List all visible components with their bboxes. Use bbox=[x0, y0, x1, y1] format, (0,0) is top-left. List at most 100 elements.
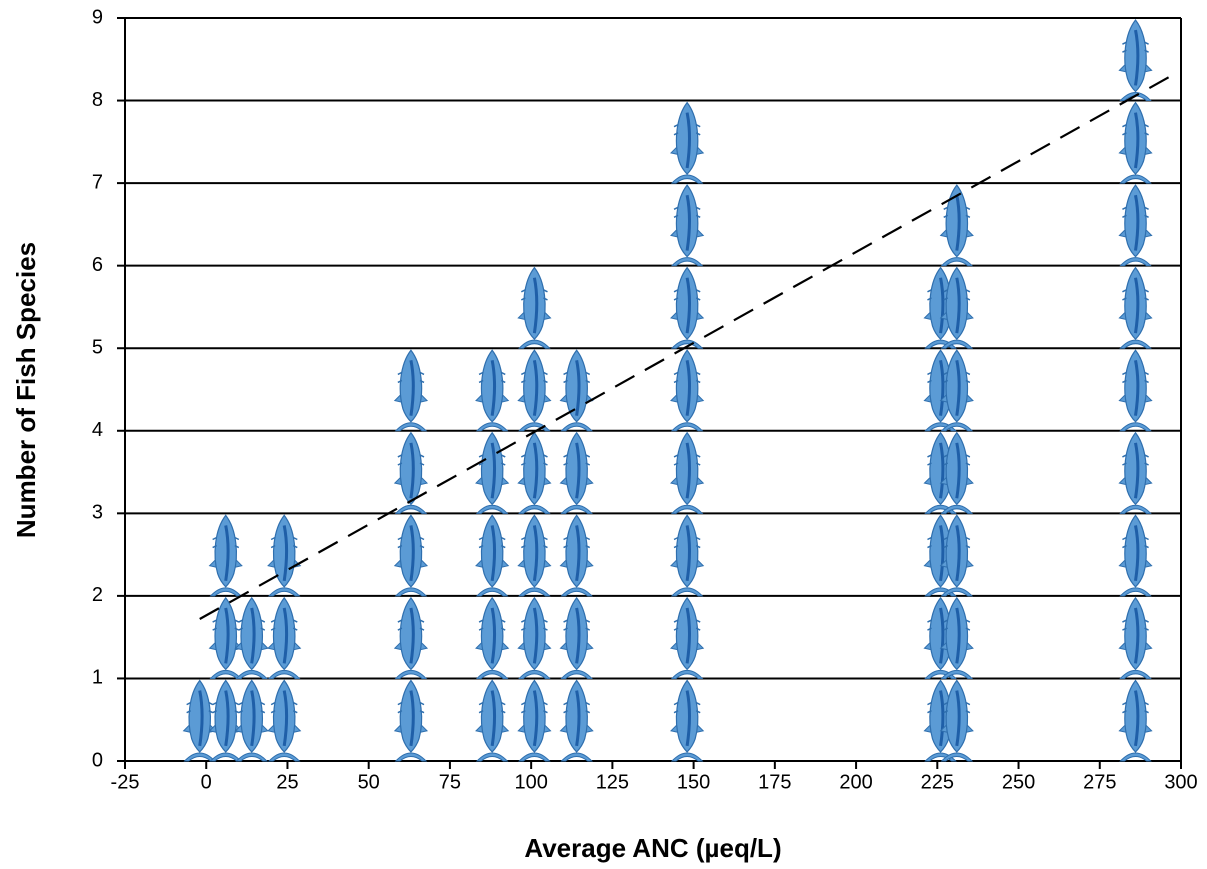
fish-tail bbox=[940, 752, 974, 762]
fish-finlets bbox=[478, 371, 506, 384]
fish bbox=[517, 349, 552, 432]
x-tick-label: 275 bbox=[1083, 771, 1116, 793]
fish-body bbox=[480, 679, 504, 753]
fish-body bbox=[523, 514, 546, 588]
fish bbox=[517, 679, 552, 762]
fish-tail bbox=[940, 669, 974, 679]
fish-finlets bbox=[1122, 701, 1149, 714]
fish-finlets bbox=[520, 371, 548, 384]
fish-tail bbox=[670, 669, 704, 679]
fish-stripe bbox=[224, 690, 230, 747]
fish-stripe bbox=[1134, 690, 1140, 747]
fish-stripe bbox=[955, 442, 961, 499]
fish-tail bbox=[518, 422, 551, 432]
fish-body bbox=[675, 514, 699, 588]
fish-finlets bbox=[397, 454, 425, 466]
fish-tail bbox=[560, 752, 593, 762]
fish-stripe bbox=[532, 277, 539, 334]
x-axis-title: Average ANC (µeq/L) bbox=[524, 833, 781, 863]
fish bbox=[939, 431, 974, 514]
fish-stripe bbox=[1134, 525, 1140, 582]
fish-body bbox=[675, 349, 699, 423]
fish-finlets bbox=[478, 454, 506, 466]
fish-tail bbox=[518, 669, 551, 679]
fish-tail bbox=[209, 669, 242, 679]
fish-body bbox=[399, 679, 423, 753]
fish-finlets bbox=[212, 619, 240, 631]
fish-stripe bbox=[532, 607, 539, 664]
fish bbox=[559, 679, 594, 762]
fish-tail bbox=[475, 504, 509, 514]
fish-finlets bbox=[563, 536, 591, 549]
y-tick-label: 8 bbox=[92, 89, 103, 111]
y-tick-label: 1 bbox=[92, 667, 103, 689]
fish-finlets bbox=[1122, 371, 1149, 384]
fish-finlets bbox=[270, 619, 298, 631]
fish-tail bbox=[560, 587, 593, 597]
fish-finlets bbox=[238, 619, 266, 631]
fish bbox=[208, 596, 243, 679]
fish-tail bbox=[940, 587, 974, 597]
fish-stripe bbox=[685, 525, 691, 582]
fish-tail bbox=[475, 422, 509, 432]
fish bbox=[1118, 266, 1153, 349]
fish-tail bbox=[235, 752, 268, 762]
fish-finlets bbox=[927, 536, 954, 549]
fish-finlets bbox=[943, 371, 971, 384]
fish-stripe bbox=[224, 607, 230, 664]
x-tick-label: 125 bbox=[596, 771, 629, 793]
fish-stripe bbox=[685, 442, 691, 499]
y-tick-label: 5 bbox=[92, 337, 103, 359]
fish-stripe bbox=[575, 442, 581, 499]
fish bbox=[393, 431, 429, 514]
fish-finlets bbox=[270, 536, 298, 549]
fish-stripe bbox=[532, 690, 539, 747]
fish-stripe bbox=[409, 690, 415, 747]
fish-stripe bbox=[282, 607, 288, 664]
fish-body bbox=[1124, 679, 1147, 753]
fish-tail bbox=[924, 587, 957, 597]
fish-finlets bbox=[212, 536, 240, 549]
fish-tail bbox=[670, 752, 704, 762]
fish-tail bbox=[394, 504, 428, 514]
fish-tail bbox=[1119, 504, 1152, 514]
fish bbox=[393, 596, 429, 679]
fish-stripe bbox=[685, 607, 691, 664]
fish-body bbox=[675, 679, 699, 753]
fish-stripe bbox=[575, 360, 581, 416]
fish-tail bbox=[940, 257, 974, 267]
fish-stripe bbox=[685, 360, 691, 416]
y-axis-title: Number of Fish Species bbox=[11, 242, 41, 538]
fish bbox=[1118, 596, 1153, 679]
fish bbox=[559, 431, 594, 514]
fish-body bbox=[945, 679, 969, 753]
fish-stripe bbox=[955, 360, 961, 416]
fish-body bbox=[1124, 514, 1147, 588]
fish-stripe bbox=[409, 442, 415, 499]
fish-body bbox=[1124, 266, 1147, 341]
fish bbox=[267, 514, 302, 597]
fish bbox=[208, 679, 243, 762]
fish bbox=[939, 679, 974, 762]
x-tick-label: 200 bbox=[839, 771, 872, 793]
fish-body bbox=[399, 514, 423, 588]
fish-tail bbox=[940, 422, 974, 432]
x-tick-label: 50 bbox=[358, 771, 380, 793]
fish-body bbox=[480, 596, 504, 671]
fish-tail bbox=[518, 587, 551, 597]
fish-tail bbox=[475, 752, 509, 762]
fish-tail bbox=[394, 422, 428, 432]
y-tick-label: 4 bbox=[92, 419, 103, 441]
fish bbox=[234, 679, 269, 762]
x-tick-label: -25 bbox=[111, 771, 140, 793]
fish-stripe bbox=[409, 360, 415, 416]
fish bbox=[517, 431, 552, 514]
fish bbox=[1118, 184, 1153, 267]
fish-finlets bbox=[520, 289, 548, 301]
fish-finlets bbox=[927, 619, 954, 631]
fish bbox=[267, 679, 302, 762]
fish bbox=[182, 679, 217, 762]
fish-finlets bbox=[1122, 536, 1149, 549]
